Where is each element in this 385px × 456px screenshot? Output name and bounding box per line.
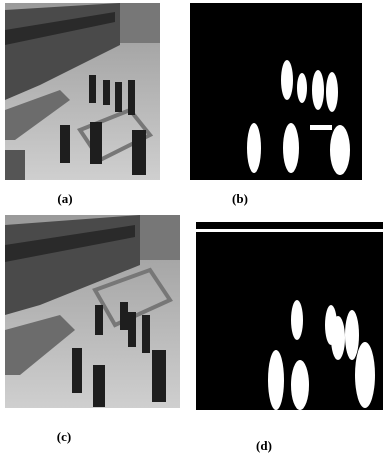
figure: (a) (b) (c) (d) — [0, 0, 385, 456]
panel-label: (d) — [256, 438, 272, 453]
panel-label: (c) — [57, 429, 71, 444]
photo-a — [5, 3, 160, 180]
photo-c — [5, 215, 180, 408]
panel-label: (b) — [232, 191, 248, 206]
panel-label: (a) — [57, 191, 72, 206]
mask-d — [196, 222, 383, 410]
mask-b — [190, 3, 362, 180]
